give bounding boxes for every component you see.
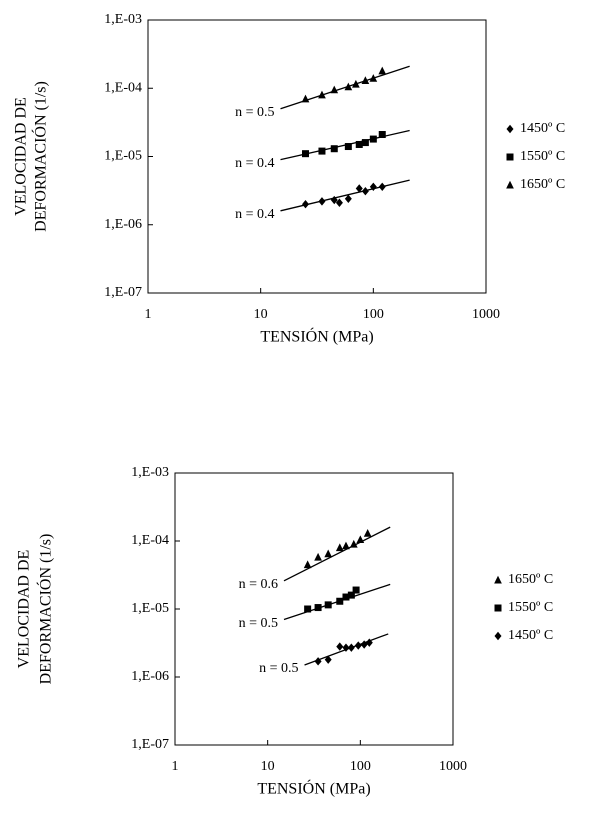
- marker: [378, 182, 386, 191]
- marker: [314, 604, 322, 612]
- x-tick-label: 10: [261, 759, 275, 774]
- legend-label: 1650º C: [508, 572, 553, 587]
- y-tick-label: 1,E-04: [104, 80, 142, 95]
- marker: [335, 543, 344, 552]
- marker: [330, 145, 338, 153]
- fit-line: [280, 65, 410, 110]
- legend-label: 1450º C: [520, 121, 565, 136]
- marker: [303, 560, 312, 569]
- legend-label: 1650º C: [520, 177, 565, 192]
- marker: [378, 66, 387, 75]
- marker: [363, 529, 372, 537]
- y-tick-label: 1,E-07: [104, 285, 142, 300]
- y-tick-label: 1,E-07: [131, 737, 169, 752]
- y-axis-title: DEFORMACIÓN (1/s): [31, 81, 50, 232]
- fit-annotation: n = 0.5: [259, 661, 298, 676]
- marker: [302, 150, 310, 158]
- marker: [314, 552, 322, 561]
- marker: [304, 605, 312, 613]
- marker: [318, 197, 326, 206]
- marker: [506, 180, 514, 189]
- marker: [506, 153, 514, 161]
- y-tick-label: 1,E-05: [104, 149, 142, 164]
- x-tick-label: 100: [363, 307, 384, 322]
- legend-label: 1550º C: [520, 149, 565, 164]
- y-tick-label: 1,E-06: [131, 669, 169, 684]
- fit-annotation: n = 0.4: [235, 207, 274, 222]
- marker: [356, 535, 365, 544]
- x-tick-label: 1000: [472, 307, 500, 322]
- marker: [352, 79, 360, 88]
- plot-frame: [147, 19, 487, 294]
- marker: [344, 143, 352, 151]
- x-tick-label: 100: [350, 759, 371, 774]
- marker: [378, 131, 386, 139]
- marker: [314, 657, 322, 666]
- y-tick-label: 1,E-03: [104, 12, 142, 27]
- x-tick-label: 1: [145, 307, 152, 322]
- marker: [344, 194, 352, 204]
- marker: [506, 124, 514, 134]
- y-tick-label: 1,E-05: [131, 601, 169, 616]
- marker: [365, 638, 373, 647]
- marker: [355, 184, 363, 193]
- legend-label: 1450º C: [508, 628, 553, 643]
- fit-line: [280, 179, 410, 212]
- y-axis-title: VELOCIDAD DE: [16, 550, 33, 669]
- marker: [302, 200, 310, 209]
- x-tick-label: 10: [254, 307, 268, 322]
- marker: [360, 640, 368, 649]
- marker: [494, 604, 502, 612]
- x-tick-label: 1: [172, 759, 179, 774]
- y-axis-title: VELOCIDAD DE: [13, 97, 30, 216]
- marker: [335, 198, 343, 207]
- marker: [318, 90, 326, 99]
- x-tick-label: 1000: [439, 759, 467, 774]
- fit-annotation: n = 0.5: [239, 616, 278, 631]
- y-tick-label: 1,E-03: [131, 465, 169, 480]
- marker: [324, 655, 332, 664]
- marker: [347, 591, 355, 599]
- marker: [361, 76, 370, 84]
- marker: [336, 642, 344, 651]
- marker: [342, 643, 350, 652]
- marker: [347, 643, 355, 652]
- marker: [342, 593, 350, 601]
- fit-annotation: n = 0.4: [235, 156, 274, 171]
- fit-line: [283, 526, 391, 582]
- marker: [330, 195, 338, 205]
- y-tick-label: 1,E-06: [104, 217, 142, 232]
- x-axis-title: TENSIÓN (MPa): [257, 779, 370, 798]
- marker: [344, 82, 353, 91]
- x-axis-title: TENSIÓN (MPa): [260, 327, 373, 346]
- marker: [354, 641, 362, 650]
- marker: [349, 539, 358, 548]
- legend-label: 1550º C: [508, 600, 553, 615]
- y-axis-title: DEFORMACIÓN (1/s): [36, 534, 55, 685]
- y-tick-label: 1,E-04: [131, 533, 169, 548]
- marker: [369, 74, 378, 82]
- marker: [361, 139, 369, 147]
- marker: [369, 135, 377, 143]
- marker: [324, 601, 332, 609]
- marker: [494, 575, 502, 584]
- marker: [352, 586, 360, 594]
- marker: [330, 85, 339, 94]
- marker: [342, 541, 350, 550]
- fit-annotation: n = 0.5: [235, 105, 274, 120]
- fit-annotation: n = 0.6: [239, 577, 278, 592]
- marker: [324, 549, 333, 558]
- marker: [355, 140, 363, 148]
- marker: [494, 631, 502, 641]
- marker: [369, 182, 377, 191]
- marker: [336, 597, 344, 605]
- marker: [361, 187, 369, 196]
- marker: [301, 94, 310, 103]
- marker: [318, 147, 326, 155]
